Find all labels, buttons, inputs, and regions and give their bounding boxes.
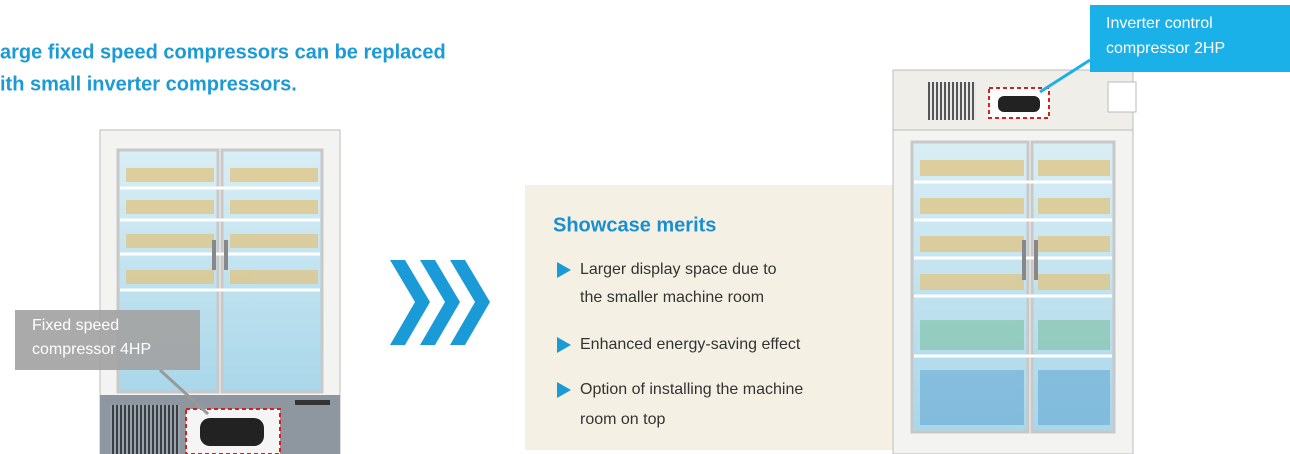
callout-text: compressor 4HP bbox=[32, 341, 151, 358]
merit-item: Option of installing the machine bbox=[580, 381, 803, 398]
heading-line: arge fixed speed compressors can be repl… bbox=[0, 41, 446, 63]
merit-item: the smaller machine room bbox=[580, 289, 764, 306]
merits-title: Showcase merits bbox=[553, 214, 716, 236]
callout-text: Inverter control bbox=[1106, 15, 1213, 32]
merit-item: Larger display space due to bbox=[580, 261, 777, 278]
merit-item: Enhanced energy-saving effect bbox=[580, 336, 801, 353]
arrow bbox=[390, 260, 490, 345]
diagram: arge fixed speed compressors can be repl… bbox=[0, 0, 1290, 454]
callout-text: Fixed speed bbox=[32, 317, 119, 334]
heading-line: ith small inverter compressors. bbox=[0, 73, 297, 95]
merit-item: room on top bbox=[580, 411, 665, 428]
right-showcase bbox=[893, 60, 1136, 454]
callout-text: compressor 2HP bbox=[1106, 40, 1225, 57]
left-showcase bbox=[100, 130, 340, 454]
